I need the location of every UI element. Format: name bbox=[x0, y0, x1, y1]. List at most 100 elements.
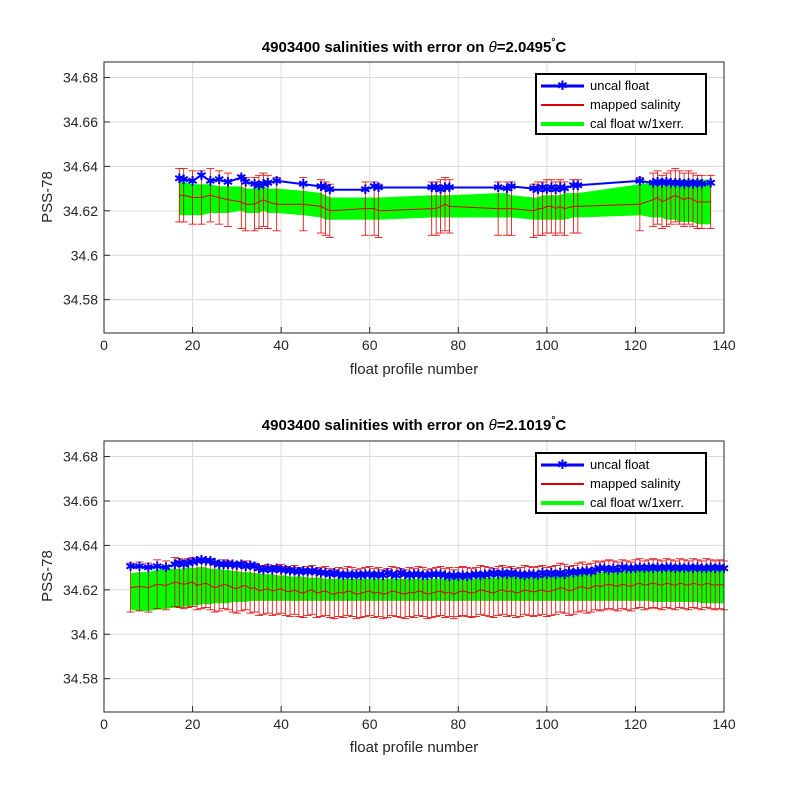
uncal-float-point: ✱ bbox=[559, 567, 570, 582]
uncal-float-point: ✱ bbox=[174, 171, 185, 186]
legend-label-mapped: mapped salinity bbox=[590, 476, 681, 491]
uncal-float-point: ✱ bbox=[692, 176, 703, 191]
x-axis-label: float profile number bbox=[350, 739, 478, 756]
uncal-float-point: ✱ bbox=[271, 173, 282, 188]
error-bar bbox=[706, 174, 715, 229]
legend-marker-uncal: ✱ bbox=[557, 78, 568, 93]
uncal-float-point: ✱ bbox=[493, 180, 504, 195]
uncal-float-point: ✱ bbox=[262, 561, 273, 576]
uncal-float-point: ✱ bbox=[431, 180, 442, 195]
uncal-float-point: ✱ bbox=[311, 565, 322, 580]
plot-frame bbox=[103, 440, 725, 713]
uncal-float-point: ✱ bbox=[661, 560, 672, 575]
uncal-float-point: ✱ bbox=[696, 177, 707, 192]
x-tick-label: 0 bbox=[100, 337, 108, 353]
uncal-float-point: ✱ bbox=[134, 559, 145, 574]
legend-label-uncal: uncal float bbox=[590, 78, 650, 93]
uncal-float-point: ✱ bbox=[298, 563, 309, 578]
uncal-float-point: ✱ bbox=[652, 560, 663, 575]
uncal-float-point: ✱ bbox=[440, 568, 451, 583]
y-axis-label: PSS-78 bbox=[39, 550, 56, 602]
uncal-float-point: ✱ bbox=[568, 566, 579, 581]
uncal-float-point: ✱ bbox=[696, 561, 707, 576]
uncal-float-point: ✱ bbox=[705, 176, 716, 191]
uncal-float-point: ✱ bbox=[223, 174, 234, 189]
chart-panel-bottom: 4903400 salinities with error on θ=2.101… bbox=[39, 415, 736, 756]
uncal-float-point: ✱ bbox=[369, 568, 380, 583]
uncal-float-point: ✱ bbox=[524, 567, 535, 582]
uncal-float-point: ✱ bbox=[187, 555, 198, 570]
uncal-float-point: ✱ bbox=[373, 567, 384, 582]
uncal-float-point: ✱ bbox=[214, 557, 225, 572]
title-degree: ° bbox=[551, 37, 555, 48]
uncal-float-point: ✱ bbox=[426, 180, 437, 195]
uncal-float-point: ✱ bbox=[661, 174, 672, 189]
uncal-float-point: ✱ bbox=[617, 560, 628, 575]
uncal-float-point: ✱ bbox=[338, 568, 349, 583]
uncal-float-point: ✱ bbox=[674, 560, 685, 575]
uncal-float-point: ✱ bbox=[466, 568, 477, 583]
uncal-float-point: ✱ bbox=[431, 567, 442, 582]
uncal-float-point: ✱ bbox=[634, 560, 645, 575]
uncal-float-point: ✱ bbox=[161, 560, 172, 575]
uncal-float-point: ✱ bbox=[360, 182, 371, 197]
uncal-float-point: ✱ bbox=[262, 176, 273, 191]
uncal-float-point: ✱ bbox=[178, 172, 189, 187]
uncal-float-point: ✱ bbox=[400, 567, 411, 582]
x-tick-label: 0 bbox=[100, 716, 108, 732]
uncal-float-point: ✱ bbox=[267, 562, 278, 577]
uncal-float-point: ✱ bbox=[298, 177, 309, 192]
uncal-float-point: ✱ bbox=[497, 566, 508, 581]
uncal-float-series: ✱✱✱✱✱✱✱✱✱✱✱✱✱✱✱✱✱✱✱✱✱✱✱✱✱✱✱✱✱✱✱✱✱✱✱✱✱✱✱✱… bbox=[174, 168, 716, 197]
uncal-float-point: ✱ bbox=[307, 563, 318, 578]
uncal-float-point: ✱ bbox=[546, 566, 557, 581]
y-tick-label: 34.68 bbox=[63, 70, 98, 86]
x-tick-label: 100 bbox=[535, 337, 559, 353]
title-value: =2.1019 bbox=[497, 417, 552, 434]
uncal-float-point: ✱ bbox=[329, 566, 340, 581]
error-bar bbox=[126, 562, 135, 613]
y-tick-label: 34.64 bbox=[63, 537, 98, 553]
uncal-float-point: ✱ bbox=[701, 561, 712, 576]
uncal-float-point: ✱ bbox=[537, 566, 548, 581]
uncal-float-point: ✱ bbox=[236, 170, 247, 185]
legend-label-cal: cal float w/1xerr. bbox=[590, 495, 684, 510]
uncal-float-point: ✱ bbox=[572, 565, 583, 580]
uncal-float-line bbox=[130, 558, 725, 578]
axis-ticks: 0 20 40 60 80 100 120 140 34.58 34.6 34.62 34.64 34.… bbox=[63, 70, 736, 353]
uncal-float-point: ✱ bbox=[378, 568, 389, 583]
uncal-float-point: ✱ bbox=[183, 556, 194, 571]
uncal-float-point: ✱ bbox=[302, 565, 313, 580]
uncal-float-point: ✱ bbox=[316, 566, 327, 581]
uncal-float-point: ✱ bbox=[648, 176, 659, 191]
uncal-float-point: ✱ bbox=[533, 568, 544, 583]
uncal-float-point: ✱ bbox=[519, 568, 530, 583]
uncal-float-point: ✱ bbox=[324, 567, 335, 582]
x-tick-label: 60 bbox=[362, 716, 378, 732]
title-theta: θ bbox=[489, 417, 497, 434]
uncal-float-point: ✱ bbox=[657, 176, 668, 191]
legend-label-uncal: uncal float bbox=[590, 457, 650, 472]
uncal-float-point: ✱ bbox=[479, 567, 490, 582]
uncal-float-point: ✱ bbox=[276, 562, 287, 577]
uncal-float-point: ✱ bbox=[665, 176, 676, 191]
title-value: =2.0495 bbox=[497, 39, 552, 56]
uncal-float-point: ✱ bbox=[595, 561, 606, 576]
uncal-float-point: ✱ bbox=[683, 176, 694, 191]
y-tick-label: 34.66 bbox=[63, 493, 98, 509]
uncal-float-point: ✱ bbox=[688, 177, 699, 192]
title-theta: θ bbox=[489, 39, 497, 56]
uncal-float-point: ✱ bbox=[355, 568, 366, 583]
y-tick-label: 34.6 bbox=[71, 247, 98, 263]
uncal-float-point: ✱ bbox=[205, 553, 216, 568]
y-tick-label: 34.66 bbox=[63, 114, 98, 130]
uncal-float-point: ✱ bbox=[289, 563, 300, 578]
uncal-float-point: ✱ bbox=[550, 182, 561, 197]
uncal-float-point: ✱ bbox=[316, 179, 327, 194]
uncal-float-point: ✱ bbox=[626, 561, 637, 576]
uncal-float-point: ✱ bbox=[581, 563, 592, 578]
chart-title: 4903400 salinities with error on θ=2.049… bbox=[262, 37, 567, 56]
uncal-float-point: ✱ bbox=[254, 178, 265, 193]
uncal-float-point: ✱ bbox=[643, 560, 654, 575]
